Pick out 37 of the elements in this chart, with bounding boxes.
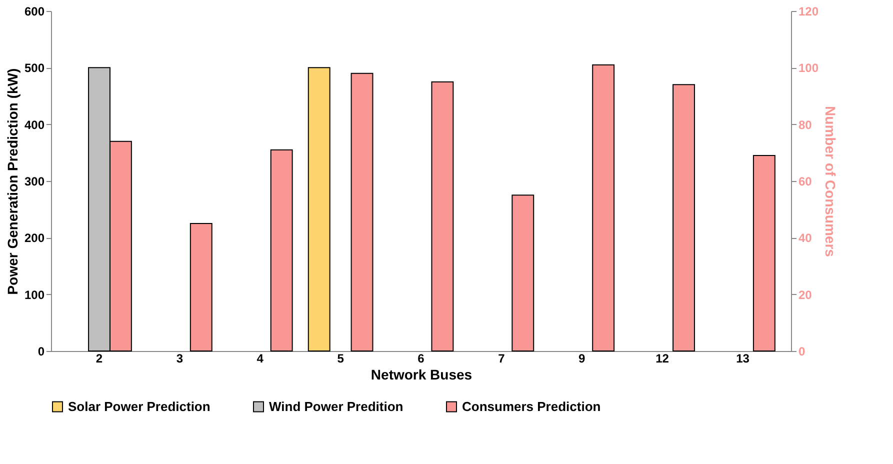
legend-label: Wind Power Predition (269, 398, 404, 414)
bar (672, 84, 695, 352)
bar (270, 149, 293, 352)
y-tick-label: 500 (24, 61, 45, 76)
y2-tick-label: 60 (798, 174, 812, 188)
x-axis-title: Network Buses (370, 366, 472, 382)
x-tick-label: 5 (337, 352, 344, 366)
y-tick-label: 200 (24, 231, 45, 246)
y-tick-label: 100 (24, 288, 45, 302)
y2-tick-label: 80 (798, 118, 812, 132)
x-tick-label: 7 (498, 352, 506, 366)
bar (512, 194, 534, 352)
legend-label: Solar Power Prediction (68, 398, 210, 414)
y2-tick-label: 100 (798, 61, 819, 76)
y-tick-label: 300 (24, 174, 45, 188)
y2-tick-label: 0 (798, 344, 806, 358)
bar (752, 155, 776, 352)
bar (431, 81, 454, 352)
y-tick-label: 400 (24, 118, 45, 132)
x-tick-label: 12 (656, 352, 670, 366)
x-tick-label: 4 (256, 352, 264, 366)
legend-label: Consumers Prediction (462, 398, 601, 414)
x-tick-label: 6 (418, 352, 425, 366)
y2-tick-label: 120 (798, 4, 819, 18)
x-tick-label: 2 (96, 352, 103, 366)
bar (190, 223, 212, 352)
y-tick-label: 600 (24, 4, 45, 18)
y-tick-label: 0 (38, 344, 45, 358)
x-tick-label: 3 (176, 352, 184, 366)
y2-tick-label: 40 (798, 231, 812, 246)
bar (592, 64, 615, 352)
bar (350, 72, 374, 352)
y-axis-title: Power Generation Prediction (kW) (4, 68, 20, 295)
y2-axis-title: Number of Consumers (822, 106, 839, 258)
x-tick-label: 9 (578, 352, 586, 366)
x-tick-label: 13 (736, 352, 750, 366)
y2-tick-label: 20 (798, 288, 812, 302)
